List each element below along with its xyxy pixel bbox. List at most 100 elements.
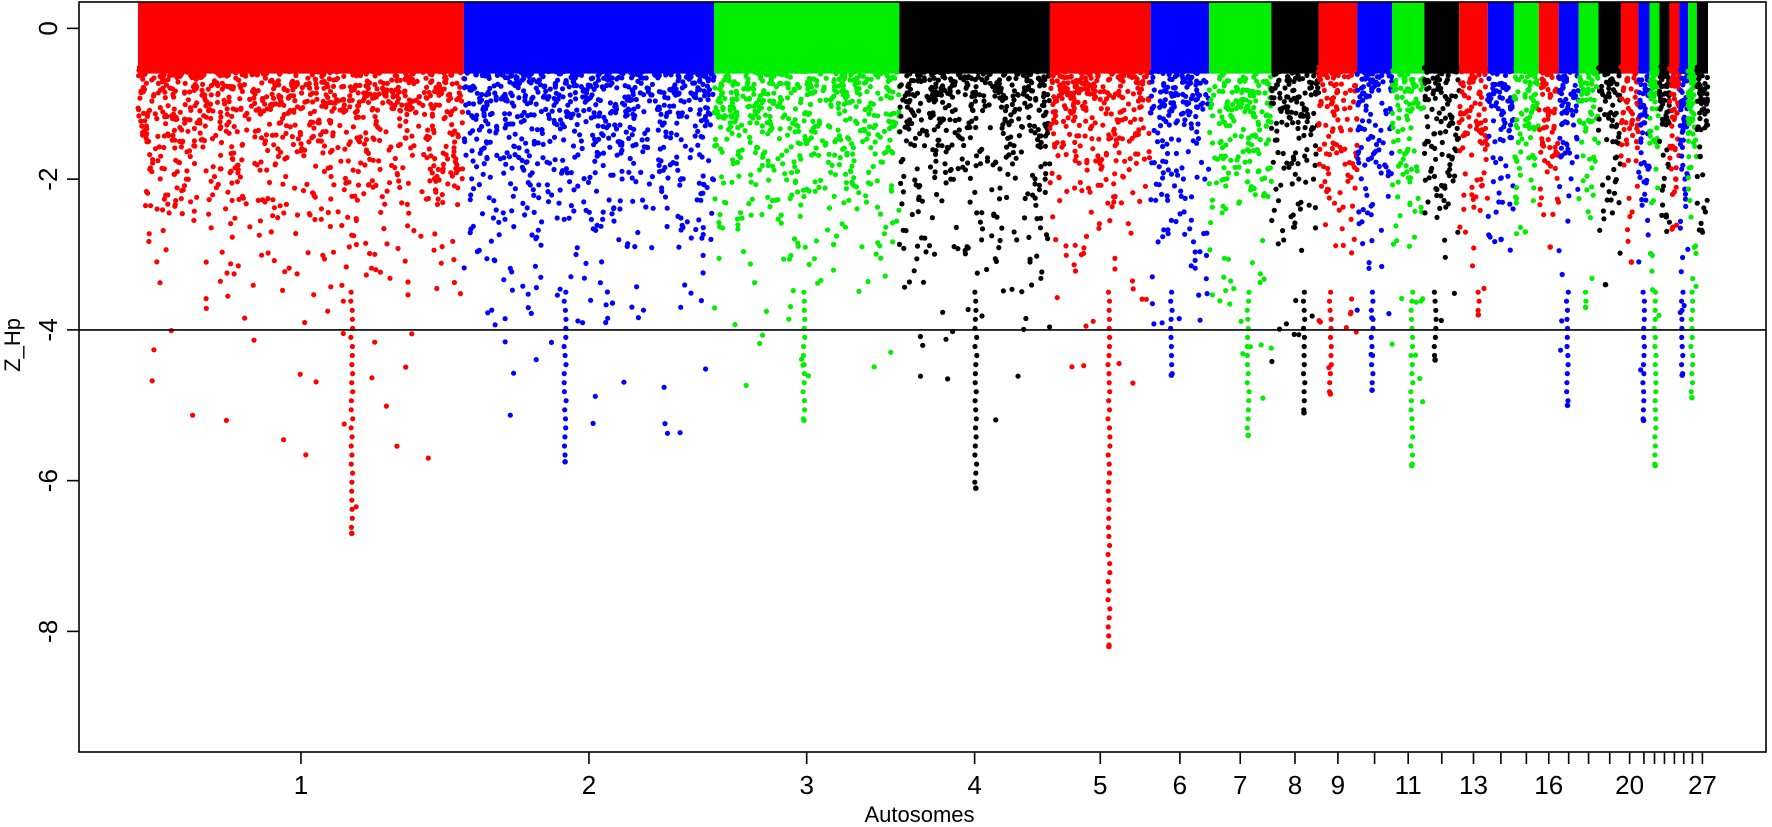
- chromosome-14-dense-band: [1487, 2, 1514, 74]
- snp-point: [349, 193, 355, 199]
- snp-point: [424, 84, 430, 90]
- snp-point: [605, 77, 611, 83]
- snp-point: [1220, 155, 1226, 162]
- snp-point: [281, 210, 287, 216]
- snp-point: [1037, 225, 1044, 231]
- snp-point: [1360, 207, 1366, 213]
- snp-point: [293, 63, 299, 69]
- snp-point: [1020, 72, 1026, 78]
- snp-point: [1112, 171, 1118, 177]
- snp-point: [937, 70, 943, 76]
- snp-point: [1482, 84, 1488, 90]
- snp-point: [1044, 130, 1051, 136]
- snp-point: [759, 212, 765, 218]
- snp-point: [425, 136, 431, 142]
- snp-point: [1047, 125, 1053, 131]
- snp-point: [1495, 106, 1501, 112]
- snp-point: [1368, 155, 1374, 161]
- snp-point: [414, 78, 420, 84]
- snp-point: [897, 129, 903, 135]
- snp-point: [1037, 78, 1044, 84]
- snp-point: [1460, 145, 1466, 151]
- snp-point: [187, 153, 193, 160]
- snp-point: [348, 298, 354, 304]
- snp-point: [321, 143, 328, 149]
- snp-point: [448, 170, 454, 176]
- snp-point: [238, 105, 244, 111]
- snp-point: [488, 98, 494, 104]
- snp-point: [886, 119, 893, 125]
- snp-point: [838, 137, 844, 143]
- snp-point: [1418, 105, 1424, 112]
- snp-point: [754, 120, 760, 126]
- snp-point: [927, 114, 934, 121]
- snp-point: [1245, 416, 1251, 422]
- snp-point: [949, 108, 956, 114]
- snp-point: [716, 255, 722, 261]
- snp-point: [1188, 263, 1194, 269]
- snp-point: [433, 102, 439, 108]
- snp-point: [1488, 95, 1494, 101]
- snp-point: [1301, 334, 1307, 340]
- snp-point: [695, 87, 701, 93]
- snp-point: [931, 251, 938, 257]
- snp-point: [678, 98, 684, 104]
- snp-point: [1097, 96, 1103, 102]
- snp-point: [1277, 68, 1283, 75]
- snp-point: [951, 244, 957, 250]
- snp-point: [333, 68, 339, 74]
- snp-point: [1453, 132, 1459, 138]
- snp-point: [801, 380, 807, 386]
- snp-point: [466, 100, 472, 107]
- snp-point: [638, 169, 644, 175]
- snp-point: [778, 212, 784, 218]
- snp-point: [1233, 98, 1239, 104]
- snp-point: [583, 119, 589, 125]
- snp-point: [1107, 76, 1113, 82]
- snp-point: [747, 103, 753, 109]
- snp-point: [917, 131, 923, 137]
- snp-point: [1291, 156, 1297, 163]
- snp-point: [907, 71, 913, 77]
- snp-point: [697, 73, 703, 79]
- snp-point: [165, 132, 172, 139]
- snp-point: [1357, 94, 1363, 100]
- snp-point: [922, 235, 928, 241]
- snp-point: [572, 90, 579, 96]
- snp-point: [506, 134, 512, 140]
- snp-point: [1298, 199, 1304, 205]
- snp-point: [788, 170, 795, 176]
- snp-point: [1410, 434, 1416, 440]
- snp-point: [304, 181, 310, 187]
- snp-point: [1486, 76, 1492, 82]
- snp-point: [563, 316, 569, 322]
- snp-point: [1272, 137, 1278, 143]
- snp-point: [201, 137, 207, 144]
- snp-point: [593, 227, 599, 233]
- snp-point: [1027, 256, 1033, 262]
- snp-point: [221, 69, 227, 76]
- snp-point: [1049, 170, 1055, 176]
- snp-point: [771, 73, 777, 79]
- snp-point: [1312, 225, 1319, 231]
- snp-point: [1411, 84, 1417, 90]
- snp-point: [1275, 198, 1282, 204]
- snp-point: [1089, 115, 1095, 121]
- snp-point: [1271, 66, 1277, 73]
- snp-point: [1243, 105, 1249, 112]
- snp-point: [564, 67, 570, 73]
- snp-point: [1083, 118, 1089, 124]
- snp-point: [270, 213, 276, 219]
- snp-point: [254, 162, 260, 168]
- snp-point: [616, 237, 622, 243]
- snp-point: [1070, 118, 1077, 124]
- snp-point: [1482, 71, 1488, 77]
- snp-point: [327, 164, 333, 170]
- snp-point: [440, 166, 446, 172]
- snp-point: [206, 197, 212, 203]
- snp-point: [663, 113, 669, 119]
- snp-point: [800, 389, 806, 395]
- snp-point: [581, 199, 587, 205]
- snp-point: [237, 96, 243, 102]
- snp-point: [1488, 103, 1495, 109]
